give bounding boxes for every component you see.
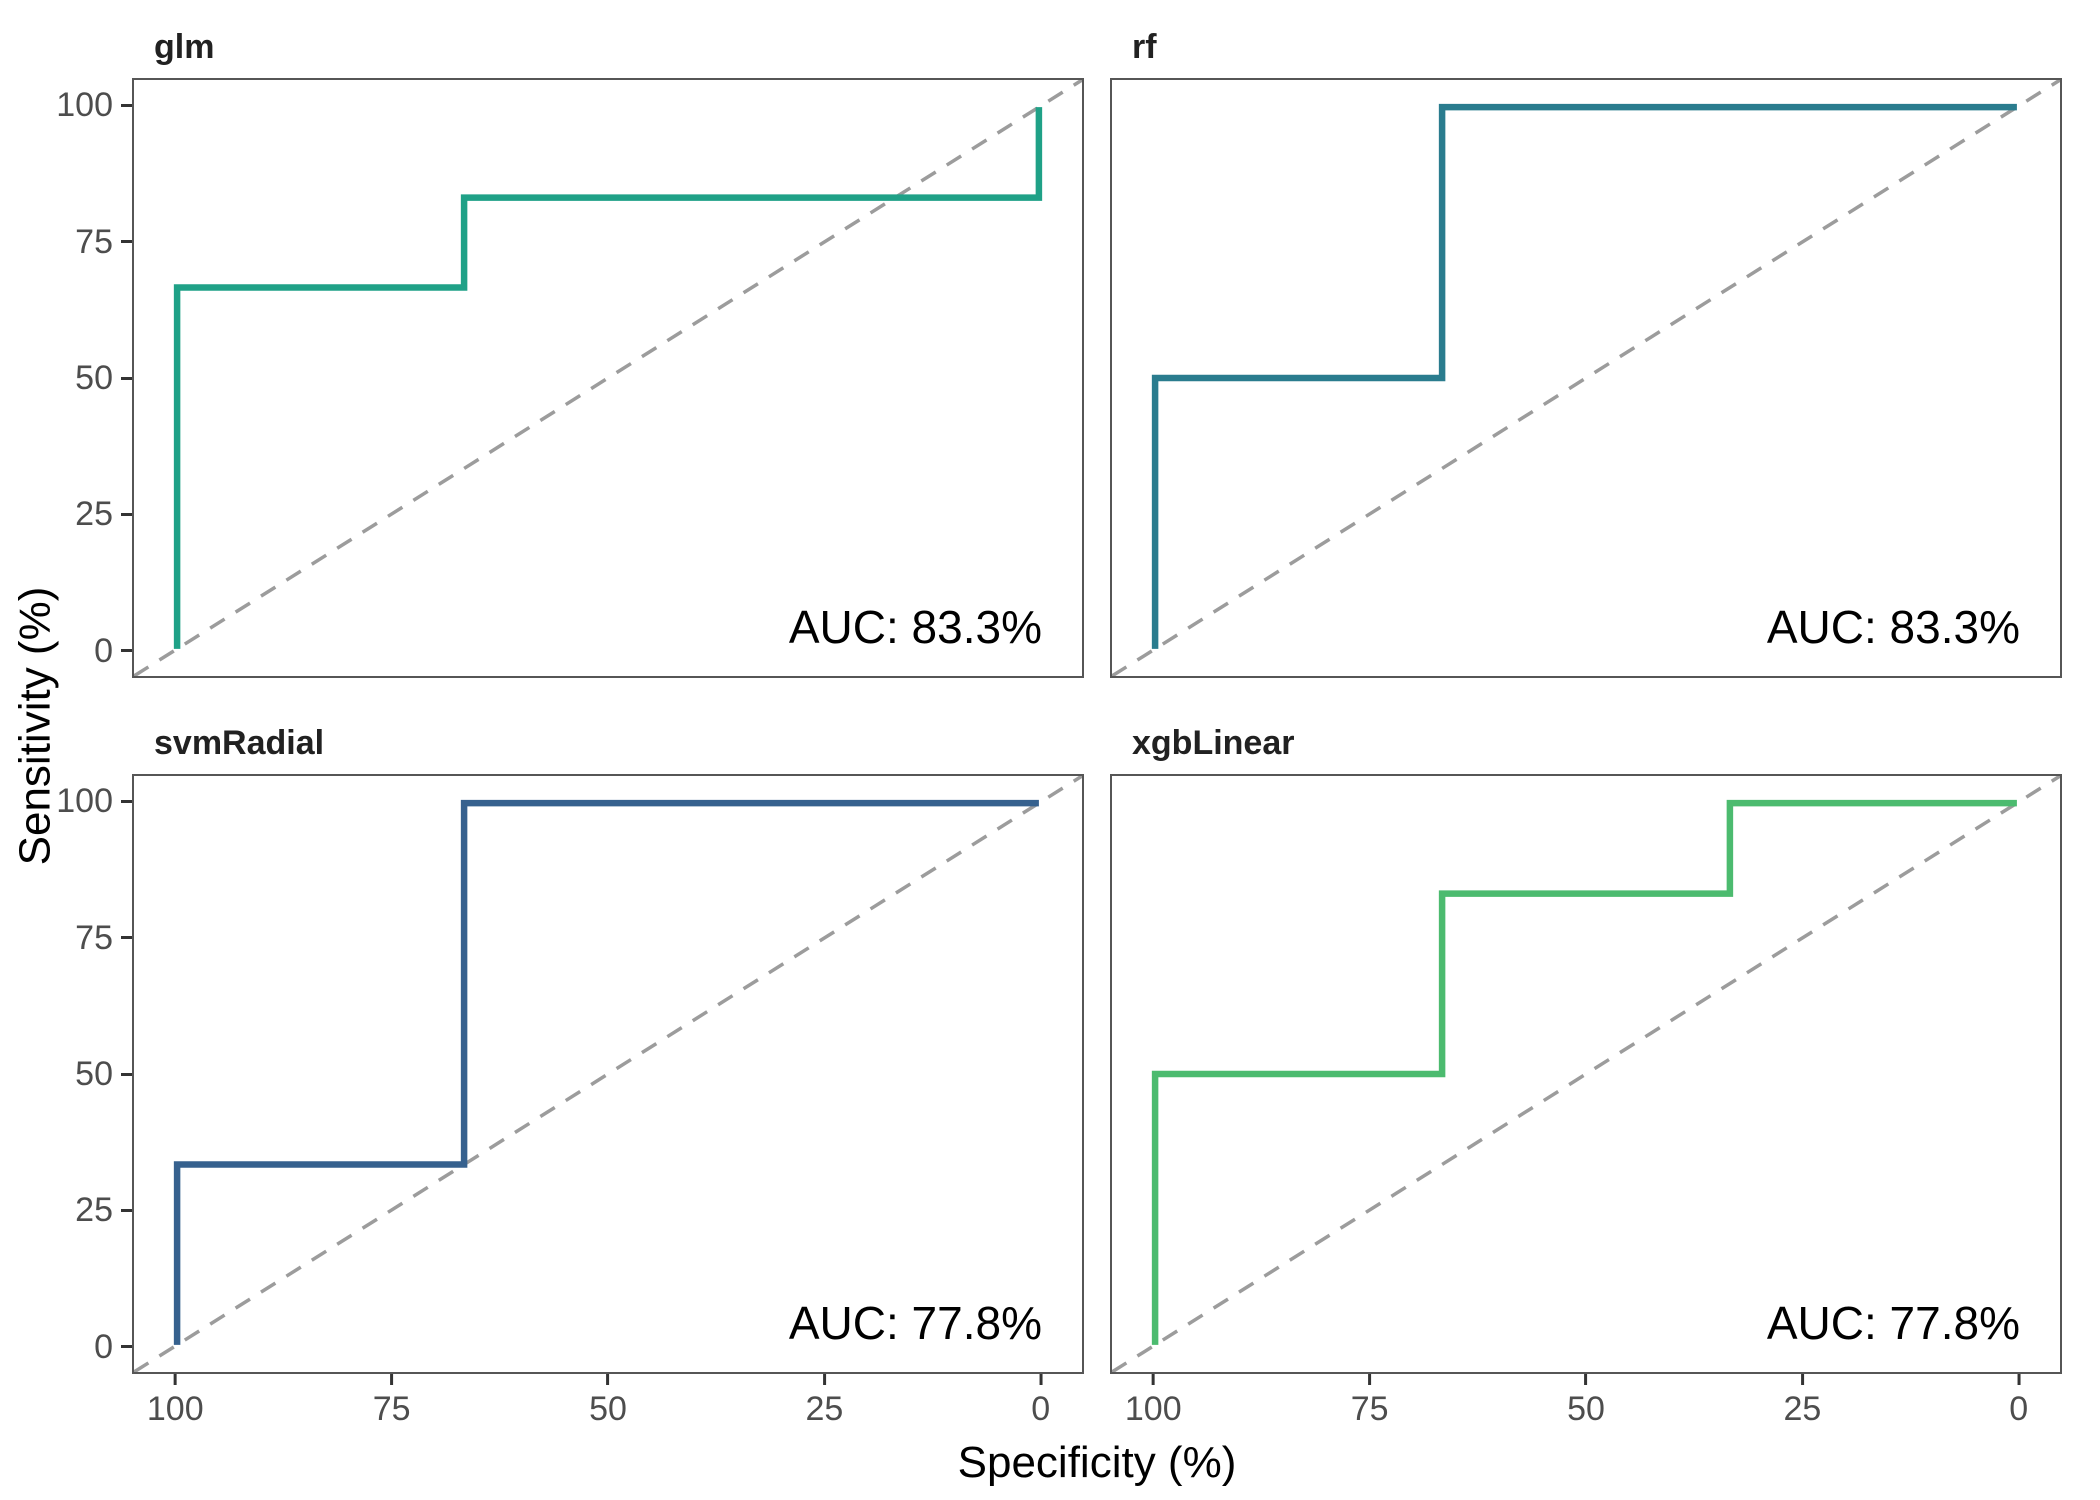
facet-title-glm: glm (132, 0, 1084, 78)
x-tick-label: 0 (2009, 1390, 2029, 1428)
y-tick-label: 100 (56, 782, 113, 821)
roc-panel-glm: AUC: 83.3% (132, 78, 1084, 678)
x-tick: 75 (373, 1374, 411, 1426)
facet-title-svmradial: svmRadial (132, 678, 1084, 774)
chance-diagonal-line (134, 80, 1082, 676)
x-tick-label: 50 (1567, 1390, 1605, 1428)
x-axis-ticks-left-panel: 100 75 50 25 0 (132, 1374, 1084, 1430)
facet-title-xgblinear: xgbLinear (1110, 678, 2062, 774)
y-tick-label: 50 (75, 1055, 113, 1093)
facet-title-rf: rf (1110, 0, 2062, 78)
roc-plot-glm (134, 80, 1082, 676)
chance-diagonal-line (1112, 776, 2060, 1372)
x-tick-mark (1584, 1374, 1588, 1385)
auc-label: AUC: 77.8% (788, 1297, 1042, 1349)
y-tick-mark (121, 799, 132, 803)
roc-curve-rf (1151, 103, 2017, 649)
x-tick-mark (390, 1374, 394, 1385)
x-tick: 50 (1567, 1374, 1605, 1426)
y-tick-mark (121, 376, 132, 380)
y-tick-mark (121, 512, 132, 516)
y-tick: 100 (56, 784, 132, 818)
x-tick: 0 (1031, 1374, 1050, 1426)
y-tick-label: 25 (75, 1191, 113, 1230)
x-tick-label: 75 (372, 1390, 411, 1428)
y-tick: 0 (94, 634, 132, 668)
roc-plot-svmradial (134, 776, 1082, 1372)
x-axis-title-cell: Specificity (%) (132, 1430, 2062, 1500)
x-tick: 75 (1351, 1374, 1389, 1426)
x-axis-title: Specificity (%) (957, 1438, 1237, 1487)
x-tick-mark (1151, 1374, 1155, 1385)
roc-curve-svmRadial (173, 799, 1039, 1345)
x-tick-label: 100 (1124, 1390, 1182, 1428)
roc-panel-xgblinear: AUC: 77.8% (1110, 774, 2062, 1374)
y-tick: 75 (75, 225, 132, 259)
y-tick: 75 (75, 921, 132, 955)
y-tick-mark (121, 649, 132, 653)
y-tick-label: 100 (56, 86, 113, 125)
chance-diagonal-line (134, 776, 1082, 1372)
y-tick: 100 (56, 88, 132, 122)
y-tick-label: 50 (75, 359, 113, 397)
facet-title-label: rf (1132, 28, 1157, 66)
x-axis-ticks-right-panel: 100 75 50 25 0 (1110, 1374, 2062, 1430)
auc-label: AUC: 83.3% (1766, 601, 2020, 653)
x-tick-mark (1039, 1374, 1043, 1385)
roc-plot-rf (1112, 80, 2060, 676)
x-tick: 25 (805, 1374, 843, 1426)
y-axis-title-cell: Sensitivity (%) (0, 78, 70, 1374)
x-tick-label: 0 (1031, 1390, 1051, 1428)
chance-diagonal-line (1112, 80, 2060, 676)
roc-panel-svmradial: AUC: 77.8% (132, 774, 1084, 1374)
x-tick: 100 (147, 1374, 204, 1426)
x-tick-mark (822, 1374, 826, 1385)
auc-label: AUC: 83.3% (788, 601, 1042, 653)
auc-label: AUC: 77.8% (1766, 1297, 2020, 1349)
y-axis-ticks-bottom-row: 100 75 50 25 0 (56, 774, 132, 1374)
x-tick-mark (1800, 1374, 1804, 1385)
y-tick-mark (121, 1208, 132, 1212)
y-tick-mark (121, 240, 132, 244)
y-tick-mark (121, 103, 132, 107)
y-tick-mark (121, 1345, 132, 1349)
y-tick: 50 (75, 1057, 132, 1091)
x-tick-label: 25 (805, 1390, 844, 1428)
x-tick-label: 25 (1783, 1390, 1822, 1428)
x-tick-mark (606, 1374, 610, 1385)
roc-curve-xgbLinear (1151, 799, 2017, 1345)
x-tick-label: 100 (146, 1390, 204, 1428)
y-tick-label: 0 (94, 1327, 113, 1366)
y-tick-label: 0 (94, 631, 113, 670)
y-axis-ticks-top-row: 100 75 50 25 0 (56, 78, 132, 678)
x-tick: 100 (1125, 1374, 1182, 1426)
y-tick: 25 (75, 497, 132, 531)
y-tick-label: 75 (75, 918, 113, 957)
x-tick: 50 (589, 1374, 627, 1426)
facet-title-label: xgbLinear (1132, 724, 1295, 762)
roc-curve-glm (173, 107, 1043, 649)
y-tick-label: 75 (75, 222, 113, 261)
facet-title-label: svmRadial (154, 724, 325, 762)
facet-title-label: glm (154, 28, 215, 66)
roc-panel-rf: AUC: 83.3% (1110, 78, 2062, 678)
x-tick-mark (173, 1374, 177, 1385)
x-tick: 25 (1783, 1374, 1821, 1426)
x-tick: 0 (2009, 1374, 2028, 1426)
y-tick: 25 (75, 1193, 132, 1227)
y-tick-mark (121, 1072, 132, 1076)
y-tick-label: 25 (75, 495, 113, 534)
x-tick-label: 50 (589, 1390, 627, 1428)
y-tick: 0 (94, 1330, 132, 1364)
x-tick-mark (2017, 1374, 2021, 1385)
y-tick: 50 (75, 361, 132, 395)
x-tick-label: 75 (1350, 1390, 1389, 1428)
y-axis-title: Sensitivity (%) (10, 586, 59, 866)
y-tick-mark (121, 936, 132, 940)
x-tick-mark (1368, 1374, 1372, 1385)
roc-plot-xgblinear (1112, 776, 2060, 1372)
